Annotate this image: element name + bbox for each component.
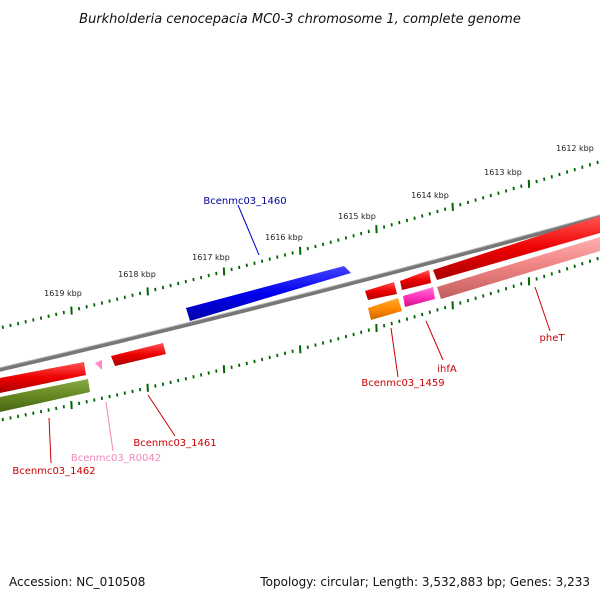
gene-pheT-arrow[interactable] (433, 216, 600, 280)
topology-text: Topology: circular; Length: 3,532,883 bp… (259, 575, 590, 589)
label-bcenmc03-1459: Bcenmc03_1459 (361, 378, 444, 389)
gene-bcenmc03-1459[interactable] (368, 298, 402, 320)
map-title: Burkholderia cenocepacia MC0-3 chromosom… (79, 12, 521, 27)
tick-label-1613: 1613 kbp (484, 168, 522, 177)
tick-label-1616: 1616 kbp (265, 233, 303, 242)
genome-backbone (0, 214, 600, 372)
label-bcenmc03-r0042: Bcenmc03_R0042 (71, 453, 161, 464)
label-pheT: pheT (540, 333, 566, 344)
tick-label-1617: 1617 kbp (192, 253, 230, 262)
accession-text: Accession: NC_010508 (9, 575, 145, 589)
gene-bcenmc03-1462-red[interactable] (0, 362, 86, 393)
tick-label-1615: 1615 kbp (338, 212, 376, 221)
tick-label-1614: 1614 kbp (411, 191, 449, 200)
gene-bcenmc03-1460[interactable] (186, 266, 351, 321)
leader-bcenmc03-1460 (237, 204, 260, 256)
gene-bcenmc03-1459-red[interactable] (365, 282, 397, 300)
gene-bcenmc03-r0042[interactable] (95, 360, 102, 370)
genome-backbone-highlight (0, 214, 600, 369)
gene-bcenmc03-1462[interactable] (0, 379, 90, 412)
leader-bcenmc03-1461 (147, 394, 176, 437)
leader-pheT (534, 286, 551, 332)
tick-labels: 1619 kbp 1618 kbp 1617 kbp 1616 kbp 1615… (44, 144, 594, 298)
tick-label-1612: 1612 kbp (556, 144, 594, 153)
scale-ticks (1, 160, 599, 422)
label-ihfA: ihfA (437, 364, 457, 375)
gene-ihfA-red[interactable] (400, 270, 431, 290)
gene-bcenmc03-1461[interactable] (111, 343, 166, 366)
leader-bcenmc03-1462 (48, 417, 52, 464)
label-bcenmc03-1460: Bcenmc03_1460 (203, 196, 286, 207)
leader-ihfA (425, 320, 444, 361)
label-bcenmc03-1461: Bcenmc03_1461 (133, 438, 216, 449)
tick-label-1618: 1618 kbp (118, 270, 156, 279)
leader-bcenmc03-r0042 (105, 401, 114, 452)
gene-pheT-pink[interactable] (437, 237, 600, 299)
leader-bcenmc03-1459 (390, 327, 399, 378)
tick-label-1619: 1619 kbp (44, 289, 82, 298)
gene-ihfA[interactable] (403, 287, 435, 307)
label-bcenmc03-1462: Bcenmc03_1462 (12, 466, 95, 477)
leader-lines (48, 204, 551, 464)
